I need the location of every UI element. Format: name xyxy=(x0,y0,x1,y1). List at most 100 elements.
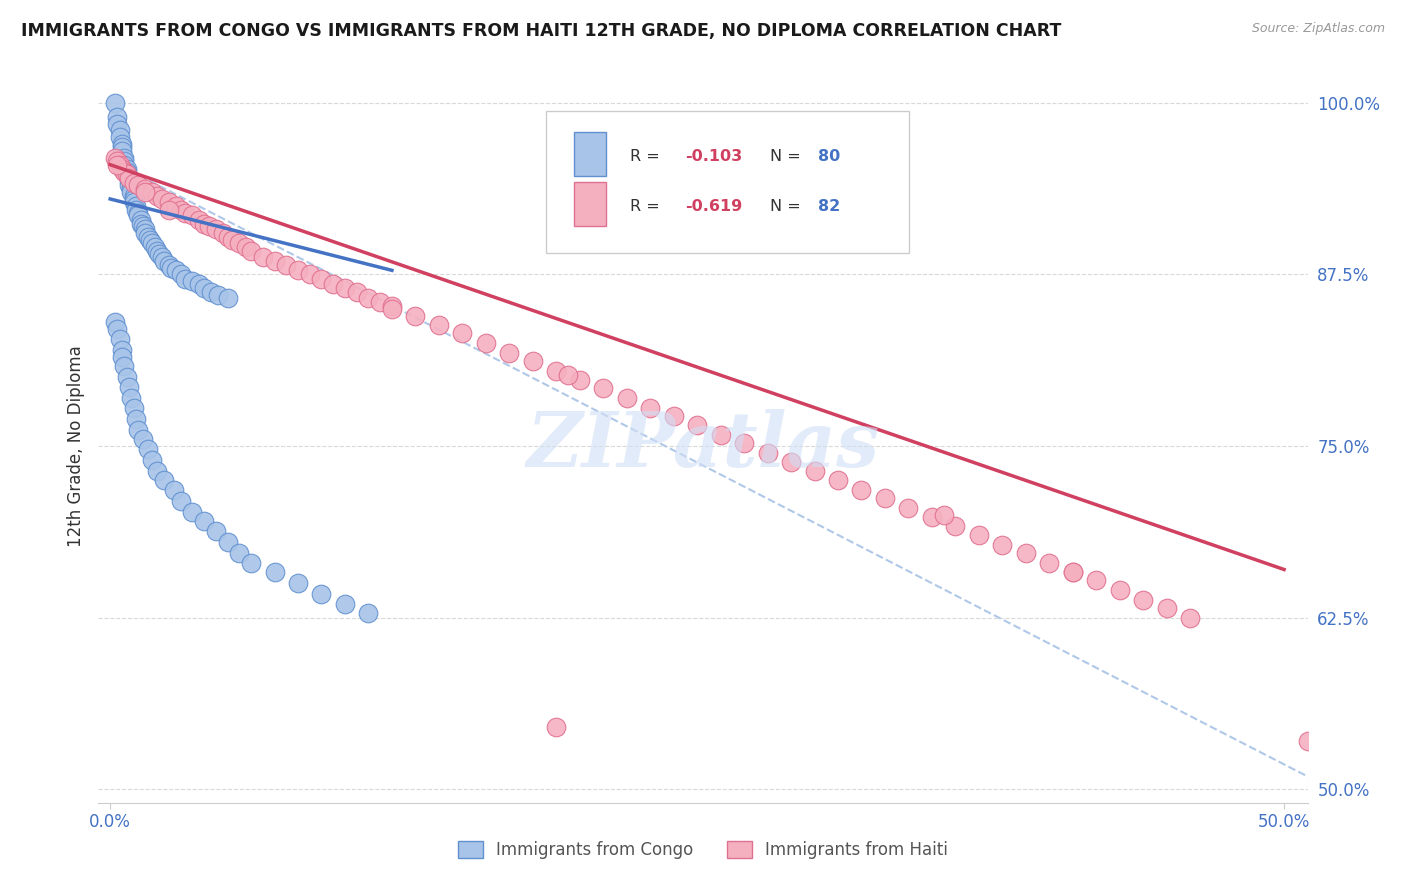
Point xyxy=(381,301,404,316)
Point xyxy=(134,222,156,236)
Text: ZIPatlas: ZIPatlas xyxy=(526,409,880,483)
Point xyxy=(228,235,250,250)
Point xyxy=(557,368,579,382)
Y-axis label: 12th Grade, No Diploma: 12th Grade, No Diploma xyxy=(66,345,84,547)
Point xyxy=(165,263,187,277)
Point xyxy=(1108,583,1130,598)
Point xyxy=(105,322,128,336)
Point xyxy=(967,528,990,542)
Point xyxy=(193,515,215,529)
Point xyxy=(105,116,128,130)
Point xyxy=(197,219,219,234)
Point xyxy=(111,350,134,364)
Point xyxy=(174,205,197,219)
Point xyxy=(136,230,159,244)
Point xyxy=(127,209,149,223)
Point xyxy=(638,401,661,415)
Point xyxy=(148,247,170,261)
Text: 82: 82 xyxy=(818,200,841,214)
Point xyxy=(104,95,127,110)
Point xyxy=(932,508,955,522)
Point xyxy=(181,209,204,223)
Point xyxy=(134,185,156,199)
Point xyxy=(240,556,263,570)
Point xyxy=(221,233,243,247)
Point xyxy=(108,332,131,346)
Point xyxy=(381,299,404,313)
Point xyxy=(568,373,591,387)
Point xyxy=(125,411,148,425)
Point xyxy=(188,277,211,291)
Point xyxy=(451,326,474,341)
Point xyxy=(127,205,149,219)
Point xyxy=(333,597,356,611)
Point xyxy=(105,153,128,168)
Point xyxy=(141,452,163,467)
Point xyxy=(115,167,138,181)
Point xyxy=(122,176,145,190)
Text: N =: N = xyxy=(769,200,806,214)
Point xyxy=(122,401,145,415)
Point xyxy=(108,158,131,172)
Point xyxy=(357,607,380,621)
Point xyxy=(162,483,184,497)
Text: -0.103: -0.103 xyxy=(685,150,742,164)
Point xyxy=(120,185,142,199)
Point xyxy=(1062,566,1084,580)
Point xyxy=(522,354,544,368)
Point xyxy=(157,202,180,217)
Point xyxy=(181,505,204,519)
Point xyxy=(160,260,183,275)
Point xyxy=(153,473,176,487)
Point xyxy=(150,192,173,206)
Point xyxy=(1180,610,1202,624)
Point xyxy=(193,217,215,231)
Point xyxy=(404,309,426,323)
Point xyxy=(240,244,263,259)
Point xyxy=(427,318,450,333)
Point xyxy=(228,546,250,560)
Text: N =: N = xyxy=(769,150,806,164)
Point xyxy=(287,576,309,591)
FancyBboxPatch shape xyxy=(574,182,606,227)
Point xyxy=(108,123,131,137)
Point xyxy=(112,151,135,165)
Point xyxy=(686,418,709,433)
Point xyxy=(217,291,239,305)
Point xyxy=(112,158,135,172)
Point xyxy=(188,212,211,227)
Point xyxy=(122,194,145,209)
Point xyxy=(120,391,142,405)
Point xyxy=(204,222,226,236)
Point xyxy=(945,518,967,533)
Point xyxy=(298,268,321,282)
Point xyxy=(200,285,222,300)
Point xyxy=(1085,574,1108,588)
Point xyxy=(1132,592,1154,607)
Point xyxy=(252,250,274,264)
Point xyxy=(115,164,138,178)
Point xyxy=(127,423,149,437)
Point xyxy=(112,359,135,374)
Point xyxy=(165,199,187,213)
Point xyxy=(357,291,380,305)
Point xyxy=(873,491,896,505)
Point xyxy=(127,178,149,193)
Point xyxy=(134,227,156,241)
Point xyxy=(851,483,873,497)
Point xyxy=(546,363,568,377)
Point xyxy=(118,380,141,394)
Point xyxy=(122,192,145,206)
Point xyxy=(780,455,803,469)
Point xyxy=(153,253,176,268)
Point xyxy=(803,464,825,478)
Point xyxy=(112,153,135,168)
Point xyxy=(139,233,162,247)
Point xyxy=(104,316,127,330)
Point xyxy=(287,263,309,277)
Point xyxy=(498,345,520,359)
Point xyxy=(1015,546,1038,560)
Point xyxy=(169,268,191,282)
Point xyxy=(141,235,163,250)
Point xyxy=(368,294,391,309)
